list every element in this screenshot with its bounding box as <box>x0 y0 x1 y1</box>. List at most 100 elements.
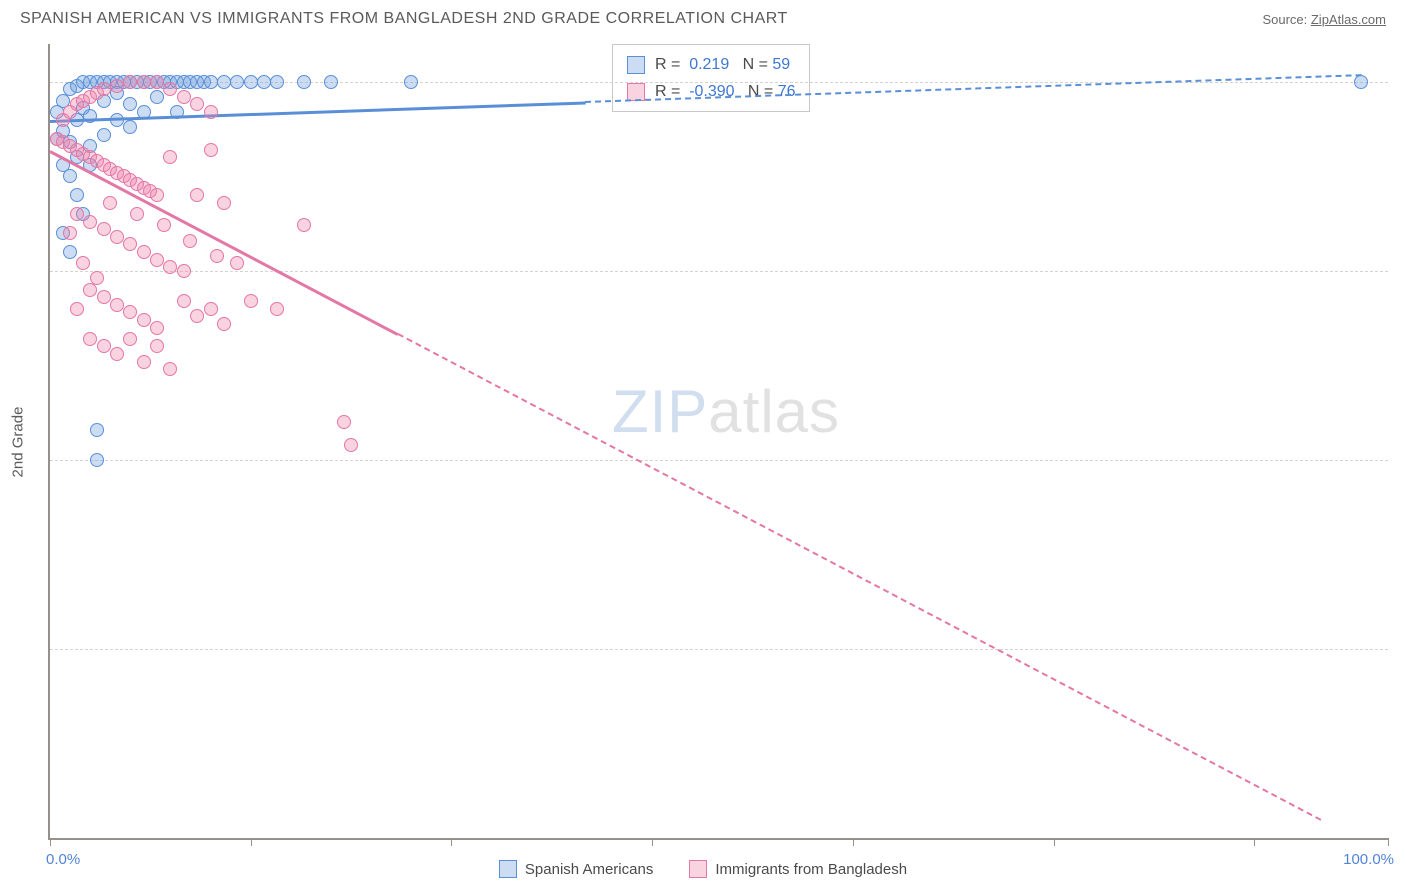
x-tick <box>1254 838 1255 846</box>
data-point-b <box>177 90 191 104</box>
data-point-b <box>177 294 191 308</box>
data-point-b <box>204 105 218 119</box>
y-tick-label: 90.0% <box>1400 451 1406 468</box>
source-prefix: Source: <box>1262 12 1310 27</box>
data-point-a <box>244 75 258 89</box>
data-point-b <box>337 415 351 429</box>
data-point-a <box>270 75 284 89</box>
corr-swatch-a <box>627 56 645 74</box>
watermark-zip: ZIP <box>612 378 708 445</box>
data-point-b <box>123 305 137 319</box>
data-point-b <box>150 339 164 353</box>
y-axis-title: 2nd Grade <box>10 407 27 478</box>
data-point-b <box>157 218 171 232</box>
data-point-b <box>150 321 164 335</box>
data-point-b <box>270 302 284 316</box>
data-point-a <box>230 75 244 89</box>
data-point-b <box>110 230 124 244</box>
data-point-a <box>297 75 311 89</box>
x-tick <box>451 838 452 846</box>
chart-title: SPANISH AMERICAN VS IMMIGRANTS FROM BANG… <box>20 10 788 28</box>
watermark: ZIPatlas <box>612 377 840 446</box>
data-point-b <box>150 188 164 202</box>
data-point-b <box>97 82 111 96</box>
watermark-atlas: atlas <box>708 378 840 445</box>
data-point-b <box>177 264 191 278</box>
data-point-b <box>70 302 84 316</box>
x-tick <box>251 838 252 846</box>
source-link[interactable]: ZipAtlas.com <box>1311 12 1386 27</box>
data-point-b <box>137 245 151 259</box>
data-point-b <box>70 207 84 221</box>
legend-label-a: Spanish Americans <box>525 861 653 878</box>
correlation-legend: R = 0.219 N = 59R = -0.390 N = 76 <box>612 44 811 112</box>
data-point-b <box>90 271 104 285</box>
data-point-b <box>190 309 204 323</box>
gridline-h <box>50 271 1388 272</box>
plot-region: ZIPatlas R = 0.219 N = 59R = -0.390 N = … <box>48 44 1388 840</box>
data-point-b <box>97 290 111 304</box>
data-point-b <box>123 237 137 251</box>
data-point-b <box>163 362 177 376</box>
data-point-b <box>210 249 224 263</box>
data-point-b <box>230 256 244 270</box>
data-point-b <box>110 298 124 312</box>
data-point-b <box>63 226 77 240</box>
legend-item-b: Immigrants from Bangladesh <box>689 860 907 878</box>
data-point-b <box>97 222 111 236</box>
data-point-a <box>324 75 338 89</box>
data-point-b <box>110 347 124 361</box>
data-point-b <box>123 75 137 89</box>
y-tick-label: 95.0% <box>1400 262 1406 279</box>
x-tick <box>652 838 653 846</box>
x-tick <box>853 838 854 846</box>
data-point-b <box>163 82 177 96</box>
corr-text-a: R = 0.219 N = 59 <box>655 51 790 78</box>
source-attribution: Source: ZipAtlas.com <box>1262 12 1386 27</box>
data-point-a <box>217 75 231 89</box>
chart-area: 2nd Grade ZIPatlas R = 0.219 N = 59R = -… <box>48 44 1388 840</box>
data-point-b <box>110 79 124 93</box>
data-point-a <box>1354 75 1368 89</box>
data-point-b <box>83 332 97 346</box>
data-point-b <box>137 355 151 369</box>
x-tick <box>1388 838 1389 846</box>
data-point-a <box>97 128 111 142</box>
x-tick <box>1054 838 1055 846</box>
data-point-a <box>90 423 104 437</box>
data-point-a <box>63 169 77 183</box>
data-point-a <box>90 453 104 467</box>
data-point-a <box>70 188 84 202</box>
y-tick-label: 85.0% <box>1400 640 1406 657</box>
legend-swatch-a <box>499 860 517 878</box>
x-tick <box>50 838 51 846</box>
data-point-b <box>344 438 358 452</box>
data-point-b <box>137 313 151 327</box>
y-tick-label: 100.0% <box>1400 73 1406 90</box>
data-point-a <box>204 75 218 89</box>
data-point-a <box>404 75 418 89</box>
data-point-b <box>217 317 231 331</box>
data-point-b <box>97 339 111 353</box>
data-point-a <box>257 75 271 89</box>
corr-legend-row-a: R = 0.219 N = 59 <box>627 51 796 78</box>
data-point-b <box>163 260 177 274</box>
data-point-b <box>130 207 144 221</box>
trend-line-b-solid <box>49 150 398 336</box>
data-point-a <box>123 120 137 134</box>
bottom-legend: Spanish Americans Immigrants from Bangla… <box>0 860 1406 878</box>
data-point-b <box>123 332 137 346</box>
data-point-b <box>204 302 218 316</box>
legend-item-a: Spanish Americans <box>499 860 653 878</box>
legend-label-b: Immigrants from Bangladesh <box>715 861 907 878</box>
data-point-a <box>150 90 164 104</box>
data-point-b <box>76 256 90 270</box>
data-point-b <box>163 150 177 164</box>
data-point-b <box>190 97 204 111</box>
data-point-b <box>137 75 151 89</box>
data-point-b <box>217 196 231 210</box>
data-point-a <box>123 97 137 111</box>
gridline-h <box>50 649 1388 650</box>
data-point-b <box>83 215 97 229</box>
data-point-b <box>103 196 117 210</box>
